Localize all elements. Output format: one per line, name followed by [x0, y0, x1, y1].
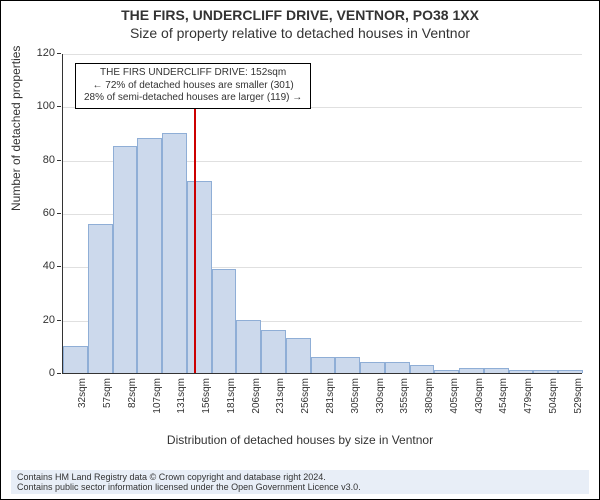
histogram-bar [88, 224, 113, 373]
histogram-bar [385, 362, 410, 373]
y-tick: 0 [15, 367, 55, 379]
x-tick: 430sqm [474, 378, 485, 428]
histogram-bar [360, 362, 385, 373]
histogram-bar [63, 346, 88, 373]
histogram-bar [484, 368, 509, 373]
x-tick: 231sqm [275, 378, 286, 428]
y-tick: 60 [15, 207, 55, 219]
chart-container: THE FIRS, UNDERCLIFF DRIVE, VENTNOR, PO3… [0, 0, 600, 500]
histogram-bar [236, 320, 261, 373]
x-tick: 330sqm [375, 378, 386, 428]
histogram-bar [286, 338, 311, 373]
x-tick: 131sqm [176, 378, 187, 428]
x-tick: 305sqm [350, 378, 361, 428]
x-tick: 380sqm [424, 378, 435, 428]
x-tick: 156sqm [201, 378, 212, 428]
x-tick: 405sqm [449, 378, 460, 428]
x-tick: 32sqm [77, 378, 88, 428]
x-tick: 504sqm [548, 378, 559, 428]
y-tick: 80 [15, 154, 55, 166]
y-tick: 100 [15, 100, 55, 112]
x-tick: 479sqm [523, 378, 534, 428]
x-tick: 454sqm [498, 378, 509, 428]
gridline [63, 54, 582, 55]
attribution-line: Contains public sector information licen… [17, 482, 583, 492]
histogram-bar [162, 133, 187, 373]
histogram-bar [533, 370, 558, 373]
histogram-bar [335, 357, 360, 373]
x-tick: 181sqm [226, 378, 237, 428]
x-tick: 206sqm [251, 378, 262, 428]
x-tick: 107sqm [152, 378, 163, 428]
histogram-bar [261, 330, 286, 373]
y-axis-label: Number of detached properties [9, 46, 23, 211]
info-line: ← 72% of detached houses are smaller (30… [84, 80, 302, 93]
x-axis-label: Distribution of detached houses by size … [1, 433, 599, 447]
histogram-bar [212, 269, 237, 373]
info-line: THE FIRS UNDERCLIFF DRIVE: 152sqm [84, 67, 302, 80]
marker-line [194, 69, 196, 373]
x-tick: 57sqm [102, 378, 113, 428]
histogram-bar [113, 146, 138, 373]
histogram-bar [311, 357, 336, 373]
chart-title: THE FIRS, UNDERCLIFF DRIVE, VENTNOR, PO3… [1, 7, 599, 23]
attribution: Contains HM Land Registry data © Crown c… [11, 470, 589, 494]
histogram-bar [410, 365, 435, 373]
histogram-bar [434, 370, 459, 373]
x-tick: 82sqm [127, 378, 138, 428]
chart-subtitle: Size of property relative to detached ho… [1, 25, 599, 41]
histogram-bar [187, 181, 212, 373]
info-line: 28% of semi-detached houses are larger (… [84, 92, 302, 105]
x-tick: 256sqm [300, 378, 311, 428]
info-box: THE FIRS UNDERCLIFF DRIVE: 152sqm ← 72% … [75, 63, 311, 109]
attribution-line: Contains HM Land Registry data © Crown c… [17, 472, 583, 482]
x-tick: 281sqm [325, 378, 336, 428]
y-tick: 120 [15, 47, 55, 59]
x-tick: 529sqm [573, 378, 584, 428]
histogram-bar [509, 370, 534, 373]
x-tick: 355sqm [399, 378, 410, 428]
histogram-bar [558, 370, 583, 373]
histogram-bar [137, 138, 162, 373]
y-tick: 20 [15, 314, 55, 326]
histogram-bar [459, 368, 484, 373]
y-tick: 40 [15, 260, 55, 272]
